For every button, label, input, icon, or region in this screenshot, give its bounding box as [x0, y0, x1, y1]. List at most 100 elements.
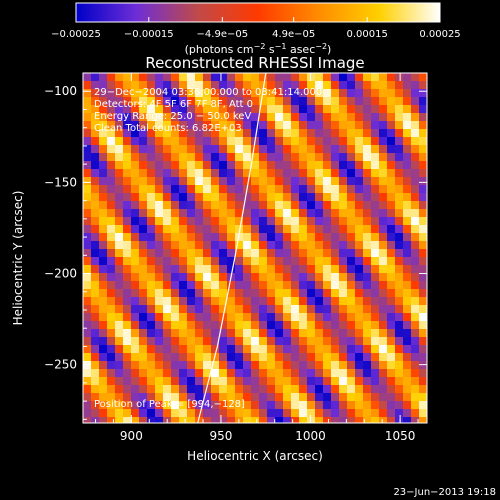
heatmap-cell [355, 81, 364, 90]
heatmap-cell [99, 233, 108, 242]
heatmap-cell [219, 329, 228, 338]
heatmap-cell [395, 257, 404, 266]
heatmap-cell [163, 385, 172, 394]
heatmap-cell [259, 129, 268, 138]
heatmap-cell [387, 169, 396, 178]
heatmap-cell [171, 105, 180, 114]
heatmap-cell [339, 97, 348, 106]
heatmap-cell [243, 329, 252, 338]
heatmap-cell [211, 361, 220, 370]
heatmap-cell [131, 113, 140, 122]
heatmap-cell [179, 273, 188, 282]
heatmap-cell [227, 193, 236, 202]
heatmap-cell [171, 201, 180, 210]
heatmap-cell [187, 169, 196, 178]
heatmap-cell [211, 153, 220, 162]
heatmap-cell [171, 81, 180, 90]
heatmap-cell [171, 401, 180, 410]
heatmap-cell [379, 353, 388, 362]
heatmap-cell [275, 169, 284, 178]
heatmap-cell [107, 289, 116, 298]
heatmap-cell [403, 417, 412, 423]
heatmap-cell [323, 81, 332, 90]
heatmap-cell [155, 401, 164, 410]
heatmap-cell [299, 121, 308, 130]
heatmap-cell [347, 281, 356, 290]
heatmap-cell [411, 73, 420, 82]
heatmap-cell [219, 369, 228, 378]
heatmap-cell [227, 345, 236, 354]
heatmap-cell [251, 265, 260, 274]
heatmap-cell [211, 257, 220, 266]
heatmap-cell [267, 393, 276, 402]
heatmap-cell [283, 385, 292, 394]
heatmap-cell [331, 129, 340, 138]
heatmap-cell [251, 289, 260, 298]
heatmap-cell [355, 145, 364, 154]
heatmap-cell [267, 161, 276, 170]
heatmap-cell [275, 297, 284, 306]
heatmap-cell [179, 161, 188, 170]
heatmap-cell [411, 169, 420, 178]
heatmap-cell [267, 145, 276, 154]
heatmap-cell [339, 353, 348, 362]
heatmap-cell [235, 321, 244, 330]
heatmap-cell [267, 193, 276, 202]
heatmap-cell [211, 369, 220, 378]
heatmap-cell [331, 401, 340, 410]
heatmap-cell [315, 417, 324, 423]
heatmap-cell [267, 81, 276, 90]
heatmap-cell [331, 393, 340, 402]
heatmap-cell [235, 369, 244, 378]
heatmap-cell [411, 97, 420, 106]
heatmap-cell [291, 329, 300, 338]
heatmap-cell [243, 177, 252, 186]
heatmap-cell [347, 217, 356, 226]
heatmap-cell [387, 321, 396, 330]
heatmap-cell [195, 257, 204, 266]
heatmap-cell [227, 233, 236, 242]
heatmap-cell [291, 409, 300, 418]
heatmap-cell [355, 337, 364, 346]
heatmap-cell [283, 137, 292, 146]
heatmap-cell [267, 209, 276, 218]
heatmap-cell [283, 337, 292, 346]
heatmap-cell [211, 305, 220, 314]
heatmap-cell [99, 193, 108, 202]
heatmap-cell [379, 377, 388, 386]
heatmap-cell [307, 409, 316, 418]
heatmap-cell [315, 265, 324, 274]
heatmap-cell [83, 409, 92, 418]
heatmap-cell [395, 265, 404, 274]
heatmap-cell [251, 193, 260, 202]
heatmap-cell [243, 129, 252, 138]
heatmap-cell [235, 193, 244, 202]
heatmap-cell [315, 393, 324, 402]
heatmap-cell [347, 377, 356, 386]
heatmap-cell [187, 289, 196, 298]
heatmap-cell [283, 129, 292, 138]
heatmap-cell [275, 201, 284, 210]
heatmap-cell [107, 73, 116, 82]
heatmap-cell [155, 89, 164, 98]
heatmap-cell [387, 409, 396, 418]
heatmap-cell [131, 73, 140, 82]
heatmap-cell [171, 121, 180, 130]
heatmap-cell [227, 201, 236, 210]
heatmap-cell [307, 121, 316, 130]
heatmap-cell [395, 289, 404, 298]
heatmap-cell [147, 145, 156, 154]
heatmap-cell [275, 241, 284, 250]
heatmap-cell [379, 409, 388, 418]
heatmap-cell [403, 329, 412, 338]
heatmap-cell [347, 185, 356, 194]
heatmap-cell [323, 345, 332, 354]
heatmap-cell [203, 265, 212, 274]
heatmap-cell [275, 305, 284, 314]
heatmap-cell [187, 257, 196, 266]
heatmap-cell [283, 305, 292, 314]
heatmap-cell [347, 169, 356, 178]
heatmap-cell [123, 297, 132, 306]
heatmap-cell [299, 385, 308, 394]
heatmap-cell [99, 81, 108, 90]
